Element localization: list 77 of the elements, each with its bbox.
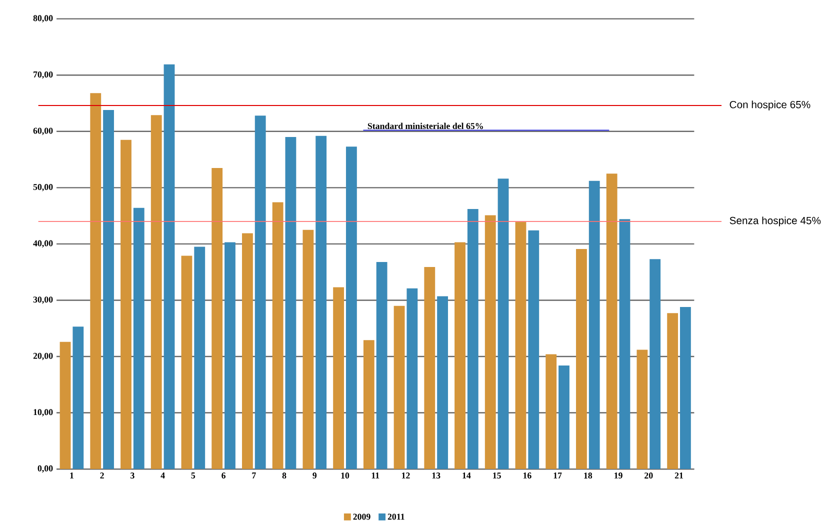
bar: [120, 140, 132, 470]
y-tick-label: 30,00: [33, 296, 53, 304]
x-tick-label: 6: [222, 472, 226, 479]
bar: [150, 115, 162, 470]
bar: [650, 259, 661, 470]
x-tick-label: 2: [100, 472, 104, 479]
x-tick-label: 15: [493, 472, 501, 479]
bar: [346, 146, 357, 470]
ref-line-label: Standard ministeriale del 65%: [368, 123, 483, 130]
bar: [528, 230, 540, 470]
x-tick-label: 11: [372, 472, 380, 479]
x-tick-label: 18: [584, 472, 592, 479]
bar: [363, 340, 374, 470]
x-tick-label: 7: [252, 472, 256, 479]
bar: [164, 64, 175, 470]
y-tick-label: 20,00: [33, 353, 53, 360]
bar: [467, 209, 478, 470]
bar: [302, 230, 314, 470]
bar: [90, 93, 102, 470]
bar: [316, 136, 327, 470]
x-tick-label: 16: [523, 472, 532, 479]
bar: [285, 137, 296, 470]
bar: [437, 296, 448, 470]
y-tick-label: 60,00: [33, 128, 53, 136]
bar: [333, 287, 344, 470]
ref-line-label: Senza hospice 45%: [730, 216, 821, 226]
x-tick-label: 17: [554, 472, 562, 479]
legend-label: 2011: [388, 514, 404, 520]
bar: [588, 181, 600, 470]
bar: [406, 288, 418, 470]
x-tick-label: 9: [312, 472, 317, 479]
bar: [181, 256, 192, 470]
y-tick-label: 80,00: [33, 15, 53, 23]
bar: [212, 168, 223, 470]
y-tick-label: 50,00: [33, 184, 53, 192]
bar: [103, 110, 114, 470]
ref-line-label: Con hospice 65%: [730, 100, 810, 111]
x-tick-label: 1: [70, 472, 74, 479]
x-tick-label: 12: [402, 472, 410, 479]
bar: [606, 174, 618, 470]
bar: [619, 219, 630, 470]
y-tick-label: 10,00: [34, 409, 53, 417]
bar: [424, 267, 436, 470]
bar: [376, 262, 388, 470]
legend-label: 2009: [353, 514, 370, 520]
bar: [242, 233, 253, 470]
x-tick-label: 3: [130, 472, 134, 479]
bar: [272, 202, 284, 470]
bar: [680, 307, 691, 470]
bar: [484, 215, 496, 470]
bar: [72, 326, 84, 470]
bar: [558, 366, 570, 470]
x-tick-label: 10: [341, 472, 350, 479]
bar: [254, 116, 266, 470]
x-tick-label: 4: [160, 472, 165, 479]
x-tick-label: 8: [282, 472, 286, 479]
bar: [60, 342, 71, 470]
bar: [454, 242, 466, 470]
bar: [667, 313, 678, 470]
y-tick-label: 70,00: [34, 72, 53, 79]
bar: [498, 178, 509, 470]
bar: [546, 354, 557, 470]
x-tick-label: 13: [432, 472, 440, 479]
y-tick-label: 0,00: [38, 466, 53, 473]
x-tick-label: 19: [614, 472, 622, 479]
bar: [636, 350, 648, 470]
x-tick-label: 21: [674, 472, 683, 479]
bar: [515, 222, 526, 470]
y-tick-label: 40,00: [33, 240, 53, 248]
bar: [133, 208, 144, 470]
x-tick-label: 14: [462, 472, 471, 479]
x-tick-label: 5: [191, 472, 196, 479]
x-tick-label: 20: [644, 472, 653, 479]
bar: [224, 242, 236, 470]
bar: [394, 306, 405, 470]
bar: [194, 246, 206, 470]
bar: [576, 249, 587, 470]
